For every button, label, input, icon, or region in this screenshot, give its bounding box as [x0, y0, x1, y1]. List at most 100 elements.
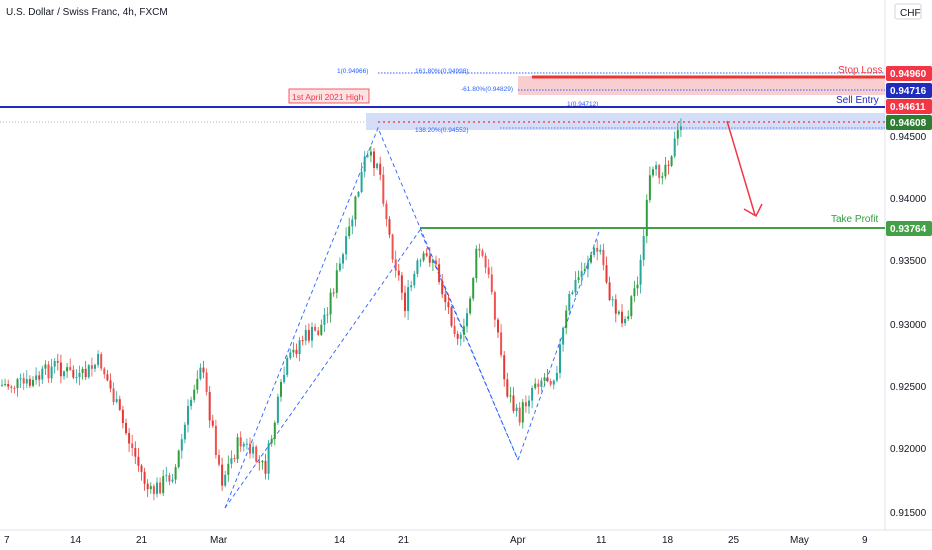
candle-body — [515, 407, 518, 412]
stop-loss-tag — [886, 66, 932, 81]
high-label-box — [288, 88, 370, 104]
candle-body — [199, 367, 202, 379]
candle-body — [621, 311, 623, 324]
candle-body — [512, 395, 515, 412]
candle-body — [292, 349, 295, 353]
fib-label-161: 161.80%(0.94998) — [415, 68, 469, 75]
candle-body — [506, 379, 509, 397]
x-tick: 18 — [662, 535, 674, 546]
candle-body — [280, 382, 282, 397]
candle-body — [180, 439, 183, 451]
x-tick: 14 — [334, 535, 346, 546]
current-price: 0.94608 — [890, 118, 927, 129]
candle-body — [159, 482, 162, 494]
candle-body — [453, 325, 456, 334]
candle-body — [245, 443, 248, 445]
candle-body — [614, 299, 617, 314]
candle-body — [38, 375, 41, 380]
candle-body — [428, 255, 431, 263]
candle-body — [509, 395, 512, 397]
x-tick: 14 — [70, 535, 82, 546]
candle-body — [667, 164, 670, 166]
take-profit-price: 0.93764 — [890, 224, 927, 235]
candle-body — [332, 292, 335, 294]
candle-body — [183, 424, 186, 440]
candle-body — [267, 443, 270, 474]
candle-body — [193, 389, 196, 400]
candle-body — [574, 279, 577, 293]
candle-body — [298, 340, 301, 355]
candle-body — [531, 388, 534, 401]
candle-body — [152, 486, 155, 494]
candle-body — [342, 254, 344, 264]
candle-body — [125, 423, 127, 434]
candle-body — [500, 332, 503, 356]
candle-body — [301, 340, 304, 342]
candle-body — [605, 265, 608, 283]
candle-body — [4, 383, 7, 385]
candle-body — [224, 474, 227, 486]
candle-body — [41, 368, 44, 380]
candle-body — [249, 443, 251, 454]
candle-body — [112, 388, 115, 402]
candle-body — [360, 171, 363, 193]
candle-body — [156, 482, 158, 494]
candle-body — [295, 349, 298, 355]
x-tick: May — [790, 535, 809, 546]
take-profit-label: Take Profit — [831, 214, 878, 225]
candle-body — [258, 461, 261, 463]
candle-body — [32, 379, 34, 386]
candle-body — [221, 464, 224, 486]
candle-body — [658, 165, 661, 178]
y-tick: 0.94000 — [890, 194, 927, 205]
fib-label-1b: 1(0.94712) — [567, 101, 598, 108]
candle-body — [611, 299, 614, 301]
candle-body — [559, 344, 561, 373]
candle-body — [81, 368, 84, 373]
candle-body — [593, 247, 596, 255]
candle-body — [636, 284, 639, 289]
candle-body — [462, 326, 465, 335]
candle-body — [630, 296, 633, 317]
candle-body — [137, 456, 140, 466]
candle-body — [419, 260, 422, 262]
candle-body — [115, 399, 118, 402]
candle-body — [227, 463, 230, 475]
candle-body — [100, 354, 103, 369]
candle-body — [242, 443, 245, 447]
candle-body — [338, 263, 341, 271]
chart-title: U.S. Dollar / Swiss Franc, 4h, FXCM — [6, 7, 168, 18]
candle-body — [493, 292, 496, 320]
fib-blue-price: 0.94716 — [890, 86, 927, 97]
candle-body — [196, 378, 199, 390]
candle-body — [289, 352, 292, 359]
sell-entry-tag — [886, 99, 932, 114]
candle-body — [177, 450, 180, 468]
candle-body — [311, 326, 313, 341]
candle-body — [168, 475, 171, 482]
fib-label-1: 1(0.94966) — [337, 68, 368, 75]
candle-body — [391, 234, 394, 260]
candle-body — [425, 253, 428, 256]
x-tick: Mar — [210, 535, 228, 546]
candle-body — [549, 381, 552, 385]
sell-entry-price: 0.94611 — [890, 102, 926, 113]
candle-body — [497, 319, 499, 333]
candle-body — [47, 364, 50, 379]
candle-body — [146, 483, 149, 490]
y-tick: 0.92500 — [890, 382, 927, 393]
candle-body — [121, 409, 124, 424]
sell-entry-label: Sell Entry — [836, 95, 879, 106]
currency-badge[interactable] — [894, 3, 922, 20]
candle-body — [583, 269, 586, 272]
candle-body — [394, 259, 397, 271]
candle-body — [255, 446, 258, 462]
candles — [1, 118, 682, 501]
current-price-tag — [886, 115, 932, 130]
x-tick: 11 — [596, 535, 607, 546]
candle-body — [118, 399, 121, 410]
candle-body — [413, 273, 416, 286]
candle-body — [44, 364, 47, 369]
candle-body — [94, 364, 96, 369]
